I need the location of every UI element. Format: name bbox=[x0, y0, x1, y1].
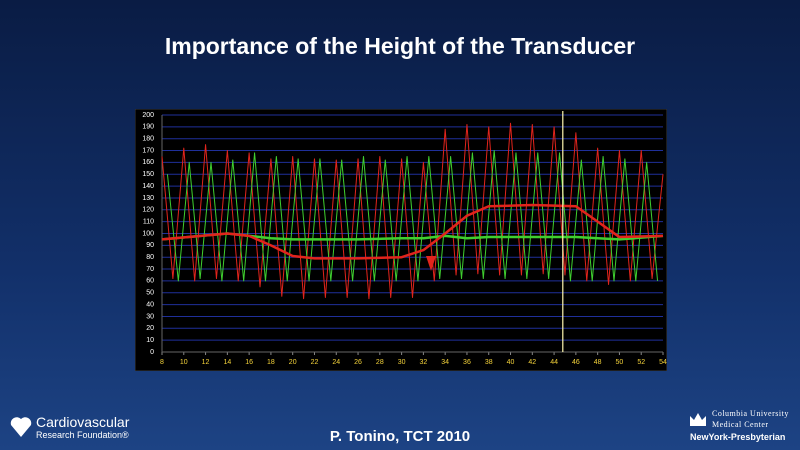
x-tick-label: 54 bbox=[659, 359, 667, 366]
x-tick-label: 24 bbox=[332, 359, 340, 366]
y-tick-label: 70 bbox=[146, 266, 154, 273]
chart: 0 10 20 30 40 50 60 70 80 90 100 110 120 130 140 150 160… bbox=[135, 109, 667, 371]
y-tick-label: 80 bbox=[146, 254, 154, 261]
series-line bbox=[161, 232, 664, 241]
x-tick-label: 48 bbox=[594, 359, 602, 366]
y-tick-label: 160 bbox=[142, 159, 154, 166]
x-tick-label: 22 bbox=[311, 359, 319, 366]
x-tick-label: 26 bbox=[354, 359, 362, 366]
series-line bbox=[166, 150, 659, 282]
x-tick-label: 38 bbox=[485, 359, 493, 366]
y-tick-label: 150 bbox=[142, 171, 154, 178]
x-tick-label: 14 bbox=[223, 359, 231, 366]
x-tick-label: 34 bbox=[441, 359, 449, 366]
x-tick-label: 16 bbox=[245, 359, 253, 366]
y-tick-label: 90 bbox=[146, 242, 154, 249]
x-tick-label: 18 bbox=[267, 359, 275, 366]
y-tick-label: 40 bbox=[146, 301, 154, 308]
logo-text: Cardiovascular bbox=[36, 414, 130, 430]
x-tick-label: 28 bbox=[376, 359, 384, 366]
logo-text: Medical Center bbox=[712, 420, 769, 429]
slide-title: Importance of the Height of the Transduc… bbox=[164, 33, 636, 59]
y-tick-label: 60 bbox=[146, 278, 154, 285]
y-tick-label: 190 bbox=[142, 124, 154, 131]
arrow bbox=[426, 256, 436, 271]
logo-text: Columbia University bbox=[712, 409, 789, 418]
logo-text: Research Foundation® bbox=[36, 430, 129, 440]
x-tick-label: 40 bbox=[507, 359, 515, 366]
x-tick-label: 36 bbox=[463, 359, 471, 366]
x-tick-label: 46 bbox=[572, 359, 580, 366]
y-tick-label: 130 bbox=[142, 195, 154, 202]
x-tick-label: 32 bbox=[419, 359, 427, 366]
x-tick-label: 52 bbox=[637, 359, 645, 366]
crown-icon bbox=[690, 413, 706, 426]
y-tick-label: 110 bbox=[143, 218, 154, 225]
series-line bbox=[161, 203, 664, 260]
chart-bg bbox=[135, 109, 667, 371]
x-tick-label: 50 bbox=[616, 359, 624, 366]
x-tick-label: 12 bbox=[202, 359, 210, 366]
y-tick-label: 180 bbox=[142, 136, 154, 143]
y-tick-label: 100 bbox=[142, 230, 154, 237]
x-tick-label: 20 bbox=[289, 359, 297, 366]
y-tick-label: 50 bbox=[146, 290, 154, 297]
y-tick-label: 0 bbox=[150, 349, 154, 356]
x-tick-label: 8 bbox=[160, 359, 164, 366]
y-tick-label: 30 bbox=[146, 313, 154, 320]
footer-text: P. Tonino, TCT 2010 bbox=[329, 428, 471, 445]
x-tick-label: 44 bbox=[550, 359, 558, 366]
crf-logo bbox=[10, 417, 32, 437]
y-tick-label: 170 bbox=[142, 147, 154, 154]
x-tick-label: 42 bbox=[528, 359, 536, 366]
y-tick-label: 140 bbox=[142, 183, 154, 190]
y-tick-label: 120 bbox=[142, 207, 154, 214]
y-tick-label: 200 bbox=[142, 112, 154, 119]
y-tick-label: 20 bbox=[146, 325, 154, 332]
x-tick-label: 30 bbox=[398, 359, 406, 366]
logo-text: NewYork-Presbyterian bbox=[690, 432, 786, 442]
y-tick-label: 10 bbox=[146, 337, 154, 344]
x-tick-label: 10 bbox=[180, 359, 188, 366]
